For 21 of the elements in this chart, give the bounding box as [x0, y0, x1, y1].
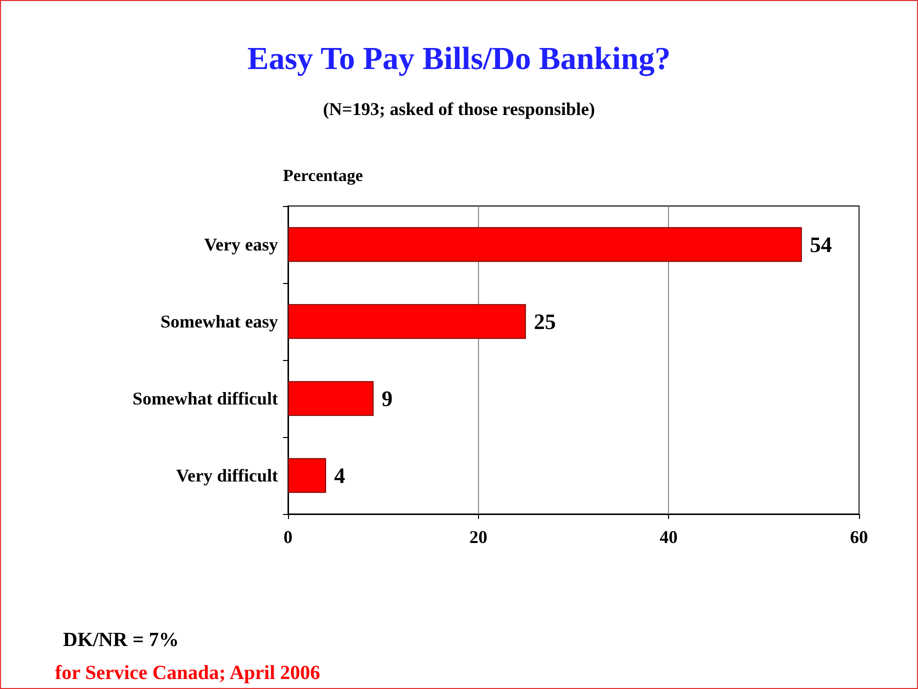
bar: [288, 381, 374, 416]
y-tick-label: Very easy: [204, 234, 278, 254]
data-label: 25: [534, 309, 556, 334]
x-tick-label: 0: [284, 527, 292, 547]
y-tick-label: Somewhat difficult: [132, 388, 278, 408]
y-tick-label: Somewhat easy: [160, 312, 278, 332]
text: DK/NR = 7%: [63, 629, 179, 651]
chart-title: Easy To Pay Bills/Do Banking?: [247, 40, 671, 77]
x-axis-title: Percentage: [283, 166, 364, 185]
data-label: 4: [334, 463, 346, 488]
bar: [288, 227, 802, 262]
x-tick-label: 20: [469, 527, 488, 547]
text: for Service Canada; April 2006: [55, 662, 320, 684]
chart-subtitle: (N=193; asked of those responsible): [323, 99, 595, 119]
data-label: 9: [382, 386, 393, 411]
bar: [288, 458, 326, 493]
bar: [288, 304, 526, 339]
data-label: 54: [810, 232, 832, 257]
y-tick-label: Very difficult: [176, 466, 278, 486]
x-tick-label: 60: [850, 527, 868, 547]
x-tick-label: 40: [660, 527, 678, 547]
